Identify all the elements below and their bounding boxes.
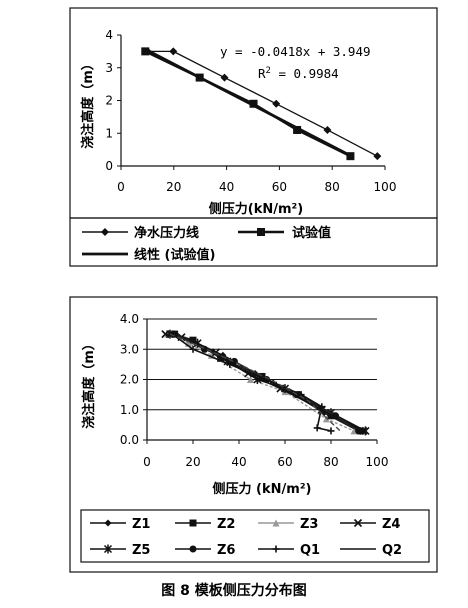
y-tick-label: 3 xyxy=(105,61,113,75)
data-point-series-2 xyxy=(346,152,355,161)
x-tick-label: 80 xyxy=(325,180,340,194)
legend-label-series-1: 净水压力线 xyxy=(134,225,199,241)
legend-item-z4: Z4 xyxy=(340,517,400,532)
y-tick-label: 2 xyxy=(105,94,113,108)
legend-label-series-2: 试验值 xyxy=(292,225,331,241)
data-point-series-1 xyxy=(220,73,229,82)
data-point-series-7 xyxy=(189,345,197,353)
x-tick-label: 0 xyxy=(143,455,151,469)
data-point-series-1 xyxy=(373,152,382,161)
data-point-series-2 xyxy=(217,354,225,362)
legend-marker xyxy=(272,519,280,527)
chart-2-ylabel: 浇注高度（m） xyxy=(81,337,97,429)
legend-label-z5: Z5 xyxy=(132,543,150,558)
legend-label-q2: Q2 xyxy=(382,543,402,558)
x-tick-label: 60 xyxy=(272,180,287,194)
legend-marker xyxy=(353,518,363,528)
legend-item-z3: Z3 xyxy=(258,517,318,532)
series-line-8 xyxy=(169,333,341,432)
y-tick-label: 1.0 xyxy=(120,403,139,417)
legend-marker xyxy=(104,519,112,527)
legend-item-z1: Z1 xyxy=(90,517,150,532)
x-tick-label: 20 xyxy=(166,180,181,194)
x-tick-label: 0 xyxy=(117,180,125,194)
x-tick-label: 100 xyxy=(366,455,389,469)
legend-marker xyxy=(272,545,280,553)
chart-2-frame xyxy=(69,296,438,573)
y-tick-label: 4 xyxy=(105,28,113,42)
x-tick-label: 100 xyxy=(374,180,397,194)
y-tick-label: 4.0 xyxy=(120,312,139,326)
x-tick-label: 60 xyxy=(277,455,292,469)
data-point-series-7 xyxy=(318,403,326,411)
x-tick-label: 20 xyxy=(185,455,200,469)
legend-item-series-3: 线性 (试验值) xyxy=(82,247,215,263)
y-tick-label: 0.0 xyxy=(120,433,139,447)
data-point-series-1 xyxy=(169,47,178,56)
y-tick-label: 2.0 xyxy=(120,373,139,387)
data-point-series-5 xyxy=(361,426,370,436)
legend-label-z1: Z1 xyxy=(132,517,150,532)
legend-item-series-2: 试验值 xyxy=(238,225,331,241)
series-line-3 xyxy=(144,48,352,157)
data-point-series-7 xyxy=(313,424,321,432)
data-point-series-7 xyxy=(226,360,234,368)
figure-caption: 图 8 模板侧压力分布图 xyxy=(161,582,307,599)
x-tick-label: 80 xyxy=(323,455,338,469)
legend-item-q2: Q2 xyxy=(340,543,402,558)
legend-item-z5: Z5 xyxy=(90,543,150,558)
series-line-1 xyxy=(147,50,378,157)
legend-marker xyxy=(103,544,113,554)
legend-marker xyxy=(189,545,197,553)
legend-marker xyxy=(189,519,197,527)
data-point-series-1 xyxy=(323,125,332,134)
data-point-series-2 xyxy=(293,125,302,134)
legend-item-z6: Z6 xyxy=(175,543,235,558)
legend-label-q1: Q1 xyxy=(300,543,320,558)
chart-1-legend: 净水压力线 试验值 线性 (试验值) xyxy=(69,217,438,267)
data-point-series-7 xyxy=(327,427,335,435)
legend-label-series-3: 线性 (试验值) xyxy=(134,247,215,263)
legend-item-series-1: 净水压力线 xyxy=(82,225,199,241)
data-point-series-6 xyxy=(355,427,363,435)
legend-label-z2: Z2 xyxy=(217,517,235,532)
legend-label-z4: Z4 xyxy=(382,517,400,532)
y-tick-label: 0 xyxy=(105,159,113,173)
chart-2: 0.0 1.0 2.0 3.0 4.0 0 20 40 60 80 100 浇注高度（m） 侧压力 … xyxy=(69,296,438,573)
chart-1-xlabel: 侧压力(kN/m²) xyxy=(209,201,303,217)
data-point-series-2 xyxy=(249,99,258,108)
y-tick-label: 3.0 xyxy=(120,342,139,356)
data-point-series-7 xyxy=(168,330,176,338)
data-point-series-6 xyxy=(332,412,340,420)
legend-label-z6: Z6 xyxy=(217,543,235,558)
x-tick-label: 40 xyxy=(219,180,234,194)
data-point-series-2 xyxy=(189,336,197,344)
chart-2-xlabel: 侧压力 (kN/m²) xyxy=(213,481,312,497)
chart-2-legend: Z1 Z2 Z3 Z4 Z5 Z6 Q1 Q2 xyxy=(80,509,430,563)
chart-1-ylabel: 浇注高度（m） xyxy=(80,57,96,149)
x-tick-label: 40 xyxy=(231,455,246,469)
data-point-series-3 xyxy=(247,376,254,383)
legend-item-q1: Q1 xyxy=(258,543,320,558)
chart-1-equation: y = -0.0418x + 3.949 xyxy=(220,44,371,59)
data-point-series-1 xyxy=(272,99,281,108)
chart-1-r2: R2 = 0.9984 xyxy=(258,66,339,81)
legend-label-z3: Z3 xyxy=(300,517,318,532)
data-point-series-2 xyxy=(141,47,150,56)
legend-item-z2: Z2 xyxy=(175,517,235,532)
y-tick-label: 1 xyxy=(105,126,113,140)
